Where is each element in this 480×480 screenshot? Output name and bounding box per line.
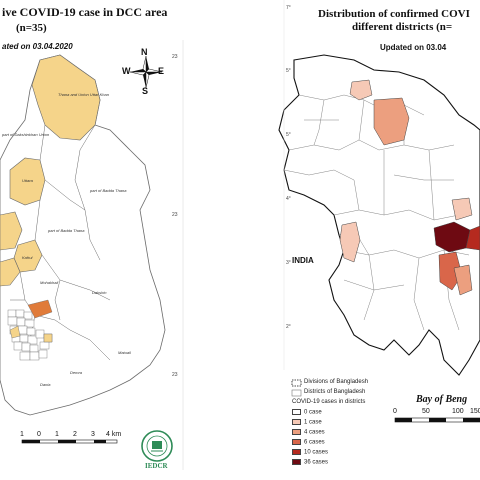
district-1-case-west [339,221,361,263]
district-4-cases-south [453,264,473,296]
legend-divisions-label: Divisions of Bangladesh [304,379,369,385]
right-map-title-line1: Distribution of confirmed COVI [318,8,470,20]
uttara-area [9,157,46,206]
legend-districts-symbol [291,389,302,397]
compass-south: S [142,86,149,96]
legend-divisions-symbol [291,379,302,387]
compass-west: W [122,66,131,76]
scale-tick: 50 [422,408,430,415]
left-map-updated: ated on 03.04.2020 [2,42,73,51]
area-label: Demra [70,370,83,375]
panel-divider [238,0,242,480]
area-label: Thana and Union Uttar Khan [58,92,109,97]
legend-swatch [292,449,301,455]
legend-item-label: 36 cases [304,459,329,466]
dcc-area-map-panel: ive COVID-19 case in DCC area (n=35) ate… [0,0,236,480]
district-1-case-north-a [349,79,373,101]
scale-bar [394,417,480,423]
scale-tick: 100 [452,408,464,415]
coord-label: 23 [172,372,178,378]
legend-item: 4 cases [292,429,325,436]
district-10-cases [465,225,480,251]
india-label: INDIA [292,256,314,265]
coord-label: 2° [286,324,291,330]
area-label: Dania [40,382,51,387]
legend-swatch [292,459,301,465]
legend-item-label: 10 cases [304,449,329,456]
legend-districts-label: Districts of Bangladesh [304,389,366,395]
area-label: Uttara [22,178,33,183]
uttar-khan-area [31,54,101,141]
dcc-area-map [0,40,184,470]
legend-item: 10 cases [292,449,328,456]
scale-tick: 0 [393,408,397,415]
legend-swatch [292,419,301,425]
scale-tick: 1 [20,431,24,438]
coord-label: 23 [172,212,178,218]
right-map-title-line2: different districts (n= [352,21,453,33]
scale-tick: 3 [91,431,95,438]
area-label: Dakshin [92,290,107,295]
coord-label: 23 [172,54,178,60]
iedcr-logo [141,430,173,462]
legend-item: 6 cases [292,439,325,446]
left-map-subtitle: (n=35) [16,22,47,34]
ward-grid [7,309,53,361]
legend-item-label: 0 case [304,409,322,416]
yellow-ward-2 [43,333,53,343]
legend-item-label: 4 cases [304,429,325,436]
coord-label: 4° [286,196,291,202]
area-label: Mohakhali [40,280,59,285]
compass-north: N [141,47,148,57]
coord-label: 5° [286,68,291,74]
mohakhali-area [0,257,21,287]
iedcr-logo-text: IEDCR [145,462,168,470]
legend-item: 36 cases [292,459,328,466]
area-label: Matuail [118,350,131,355]
bangladesh-outline [278,54,480,376]
legend-swatch [292,429,301,435]
district-4-cases-north [373,97,410,146]
right-map-updated: Updated on 03.04 [380,43,447,52]
scale-tick: 150 [470,408,480,415]
scale-unit: 4 km [106,431,122,438]
bangladesh-district-map [278,0,480,423]
legend-item: 0 case [292,409,322,416]
coord-label: 7° [286,5,291,11]
yellow-ward-1 [9,325,21,339]
area-label: part of Badda Thana [48,228,85,233]
district-1-case-east-a [451,197,473,221]
bangladesh-district-map-panel: 7° 5° 5° 4° 3° 2° Distribution of confir… [244,0,480,480]
west-area-1 [0,211,23,251]
legend-item-label: 6 cases [304,439,325,446]
scale-tick: 0 [37,431,41,438]
left-map-title: ive COVID-19 case in DCC area [2,5,168,19]
area-label: part of Badda Thana [90,188,127,193]
scale-bar [21,439,118,444]
compass-rose [129,55,163,89]
hotspot-ward [27,299,53,319]
legend-item-label: 1 case [304,419,322,426]
legend-swatch [292,439,301,445]
scale-tick: 1 [55,431,59,438]
scale-tick: 2 [73,431,77,438]
area-label: Kafrul [22,255,33,260]
compass-east: E [158,66,165,76]
sea-label: Bay of Beng [416,394,468,405]
coord-label: 5° [286,132,291,138]
legend-swatch [292,409,301,415]
legend-heading: COVID-19 cases in districts [292,399,366,405]
legend-item: 1 case [292,419,322,426]
area-label: part of Dakshinkhan Union [2,132,50,137]
coord-label: 3° [286,260,291,266]
